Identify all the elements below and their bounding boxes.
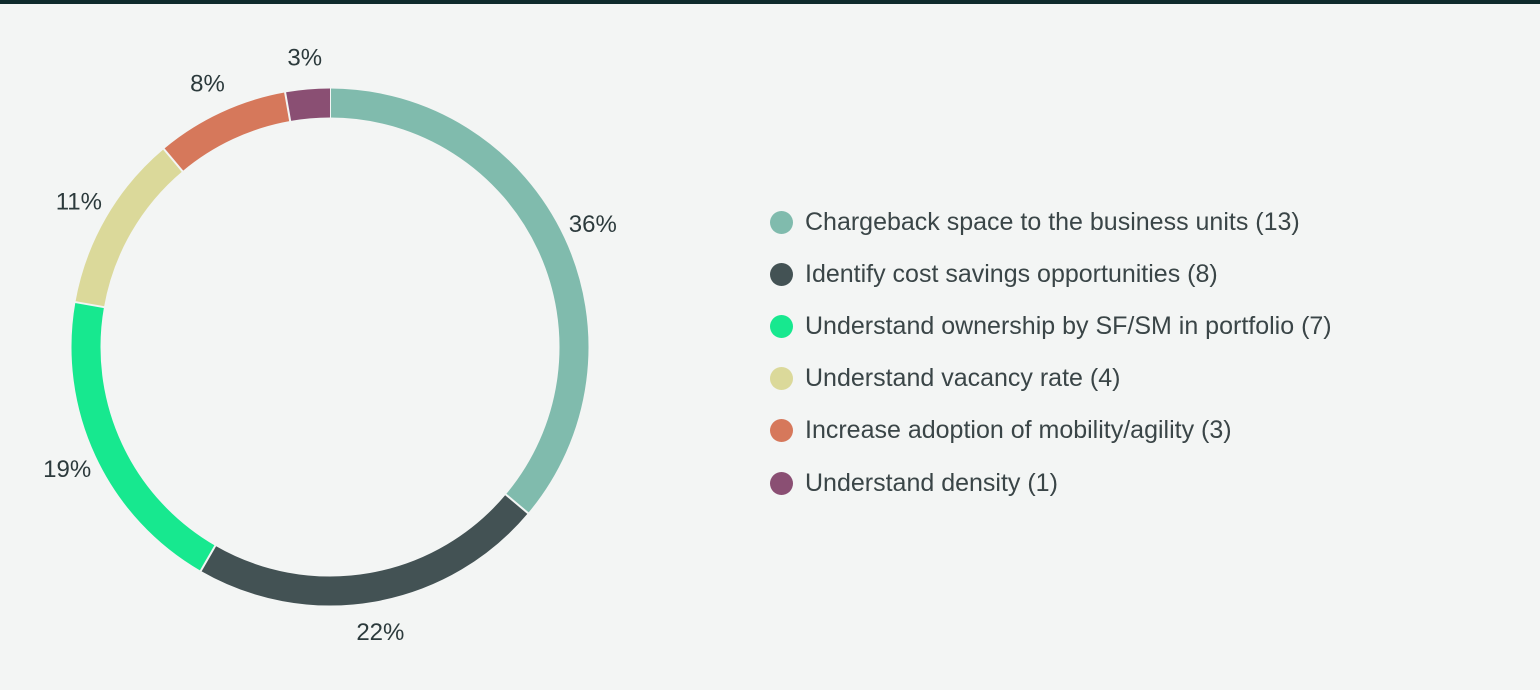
donut-slice xyxy=(71,302,216,571)
legend-item: Identify cost savings opportunities (8) xyxy=(770,248,1332,300)
data-label: 11% xyxy=(56,189,102,216)
legend-item: Chargeback space to the business units (… xyxy=(770,196,1332,248)
slice-separator xyxy=(504,493,530,515)
legend-label: Identify cost savings opportunities (8) xyxy=(805,259,1218,288)
slice-separator xyxy=(283,91,292,123)
donut-slice xyxy=(163,92,291,172)
chart-legend: Chargeback space to the business units (… xyxy=(770,196,1332,509)
legend-swatch xyxy=(770,471,793,495)
data-label: 3% xyxy=(287,45,322,72)
legend-label: Chargeback space to the business units (… xyxy=(805,207,1300,236)
legend-label: Increase adoption of mobility/agility (3… xyxy=(805,416,1232,445)
top-border xyxy=(0,0,1540,4)
slice-separator xyxy=(199,544,217,573)
legend-item: Understand vacancy rate (4) xyxy=(770,353,1332,405)
donut-chart: 36% 22% 19% 11% 8% 3% xyxy=(0,0,700,685)
legend-item: Increase adoption of mobility/agility (3… xyxy=(770,405,1332,457)
legend-swatch xyxy=(770,419,793,443)
donut-slice xyxy=(285,88,331,122)
slice-separator xyxy=(74,300,106,309)
slice-separator xyxy=(162,147,184,173)
donut-chart-svg: 36% 22% 19% 11% 8% 3% xyxy=(43,45,617,646)
legend-item: Understand ownership by SF/SM in portfol… xyxy=(770,300,1332,352)
legend-item: Understand density (1) xyxy=(770,457,1332,509)
legend-swatch xyxy=(770,210,793,234)
legend-label: Understand ownership by SF/SM in portfol… xyxy=(805,311,1332,340)
legend-swatch xyxy=(770,367,793,391)
data-label: 8% xyxy=(190,71,225,98)
donut-slice xyxy=(329,88,589,514)
donut-slice xyxy=(75,148,183,308)
data-label: 36% xyxy=(569,211,617,238)
legend-label: Understand vacancy rate (4) xyxy=(805,364,1121,393)
legend-label: Understand density (1) xyxy=(805,468,1058,497)
data-label: 19% xyxy=(43,456,91,483)
legend-swatch xyxy=(770,314,793,338)
data-label: 22% xyxy=(356,619,404,646)
legend-swatch xyxy=(770,262,793,286)
donut-slice xyxy=(200,494,529,606)
